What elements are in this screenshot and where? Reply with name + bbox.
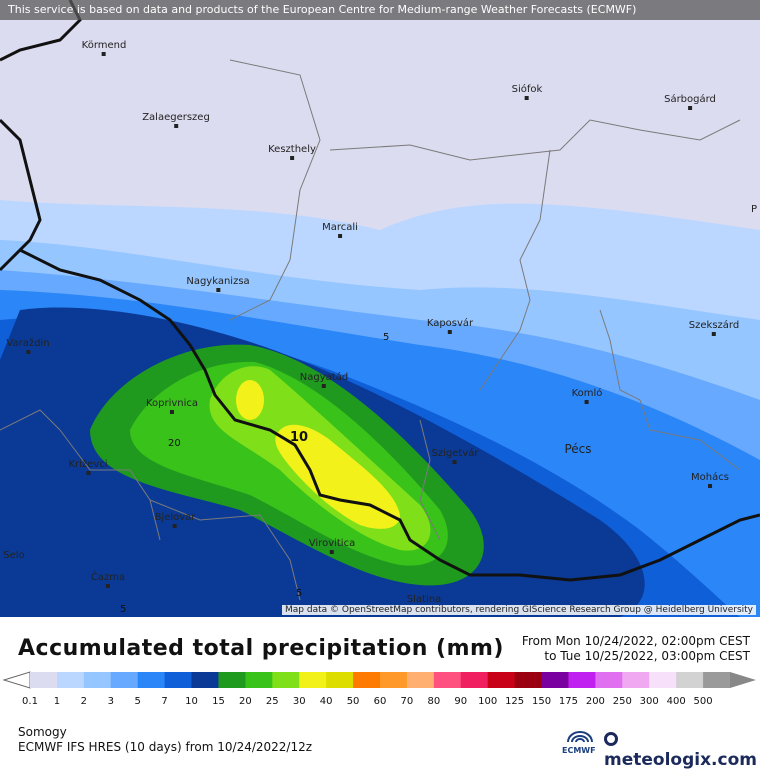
precipitation-field: [0, 0, 760, 617]
ecmwf-logo-text: ECMWF: [562, 746, 596, 755]
legend-tick-label: 150: [531, 696, 552, 707]
period-from: From Mon 10/24/2022, 02:00pm CEST: [521, 634, 750, 648]
legend-swatch: [164, 672, 193, 688]
city-label: Zalaegerszeg: [142, 112, 210, 128]
legend-tick-label: 200: [585, 696, 605, 707]
legend-swatch: [218, 672, 246, 688]
legend-tick-label: 250: [612, 696, 632, 707]
city-label: Pécs: [564, 442, 592, 456]
legend-tick-label: 3: [107, 696, 114, 707]
legend-tick-label: 20: [239, 696, 252, 707]
legend-swatch: [83, 672, 112, 688]
legend-swatch: [245, 672, 273, 688]
legend-swatch: [191, 672, 219, 688]
region-name: Somogy: [18, 725, 67, 739]
city-label: Čazma: [91, 572, 125, 588]
city-label: Sárbogárd: [664, 94, 716, 110]
legend-swatch: [487, 672, 516, 688]
legend-swatch: [649, 672, 677, 688]
city-label: Szigetvár: [432, 448, 478, 464]
legend-swatch: [30, 672, 58, 688]
city-label: Virovitica: [309, 538, 355, 554]
city-label: Slatina: [406, 594, 442, 605]
legend-swatch: [110, 672, 139, 688]
legend-tick-label: 300: [639, 696, 659, 707]
legend-tick-label: 10: [185, 696, 198, 707]
legend-tick-label: 15: [212, 696, 225, 707]
city-label: Križevci: [68, 459, 108, 475]
ecmwf-disclaimer-banner: This service is based on data and produc…: [0, 0, 760, 20]
legend-swatch: [353, 672, 381, 688]
legend-tick-label: 0.1: [22, 696, 38, 707]
legend-swatch: [56, 672, 85, 688]
legend-tick-label: 70: [400, 696, 414, 707]
model-info: ECMWF IFS HRES (10 days) from 10/24/2022…: [18, 740, 313, 754]
legend-swatch: [541, 672, 569, 688]
legend-swatch: [703, 672, 731, 688]
legend-swatch: [299, 672, 327, 688]
legend-swatch: [326, 672, 354, 688]
legend-arrow-right: [730, 672, 756, 688]
legend-tick-label: 5: [134, 696, 141, 707]
city-label: Varaždin: [6, 338, 50, 354]
legend-swatch: [380, 672, 408, 688]
contour-label: 20: [168, 438, 181, 449]
legend-swatch: [568, 672, 596, 688]
legend-tick-label: 60: [373, 696, 387, 707]
city-label: Nagyatád: [300, 372, 348, 388]
legend-tick-label: 30: [292, 696, 306, 707]
legend-tick-label: 2: [80, 696, 88, 707]
legend-arrow-left: [2, 671, 31, 689]
forecast-period: From Mon 10/24/2022, 02:00pm CEST to Tue…: [522, 634, 750, 664]
city-label: P: [750, 204, 758, 215]
legend-tick-label: 40: [319, 696, 333, 707]
legend-swatch: [514, 672, 543, 688]
legend-tick-label: 90: [454, 696, 468, 707]
legend-ticks: 0.1 1 2 3 5 7 10 15 20 25 30 40 50 60 70 80 90 100 125 150 1…: [0, 696, 760, 710]
city-label: Komló: [572, 388, 602, 404]
ecmwf-logo-icon: [567, 731, 593, 743]
city-label: Szekszárd: [689, 320, 739, 336]
meteologix-logo[interactable]: meteologix.com: [604, 730, 760, 770]
legend-swatch: [406, 672, 435, 688]
chart-title: Accumulated total precipitation (mm): [18, 636, 504, 661]
contour-label: 5: [120, 604, 127, 615]
map-attribution: Map data © OpenStreetMap contributors, r…: [282, 605, 756, 615]
legend-tick-label: 125: [505, 696, 525, 707]
contour-label: 5: [296, 588, 303, 599]
legend-swatch: [595, 672, 623, 688]
contour-label: 10: [290, 430, 309, 445]
city-label: Kaposvár: [427, 318, 473, 334]
city-label: Siófok: [512, 84, 542, 100]
precipitation-map[interactable]: This service is based on data and produc…: [0, 0, 760, 617]
legend-tick-label: 100: [478, 696, 498, 707]
legend-swatch: [272, 672, 300, 688]
legend-tick-label: 7: [161, 696, 168, 707]
city-label: Selo: [3, 550, 25, 561]
legend-tick-label: 80: [427, 696, 441, 707]
color-scale-legend: [2, 671, 756, 689]
city-label: Mohács: [691, 472, 729, 488]
legend-tick-label: 175: [558, 696, 578, 707]
legend-tick-label: 1: [53, 696, 61, 707]
city-label: Bjelovar: [155, 512, 195, 528]
legend-swatch: [137, 672, 166, 688]
meteologix-icon: [604, 732, 618, 746]
contour-label: 5: [383, 332, 390, 343]
legend-tick-label: 50: [346, 696, 360, 707]
city-label: Koprivnica: [146, 398, 198, 414]
legend-swatch: [622, 672, 650, 688]
city-label: Nagykanizsa: [186, 276, 250, 292]
legend-tick-label: 400: [666, 696, 686, 707]
city-label: Keszthely: [268, 144, 316, 160]
legend-swatch: [460, 672, 489, 688]
legend-tick-label: 25: [265, 696, 279, 707]
city-label: Körmend: [82, 40, 126, 56]
city-label: Marcali: [322, 222, 358, 238]
period-to: to Tue 10/25/2022, 03:00pm CEST: [544, 649, 750, 663]
legend-swatch: [433, 672, 462, 688]
legend-swatch: [676, 672, 704, 688]
legend-tick-label: 500: [693, 696, 713, 707]
